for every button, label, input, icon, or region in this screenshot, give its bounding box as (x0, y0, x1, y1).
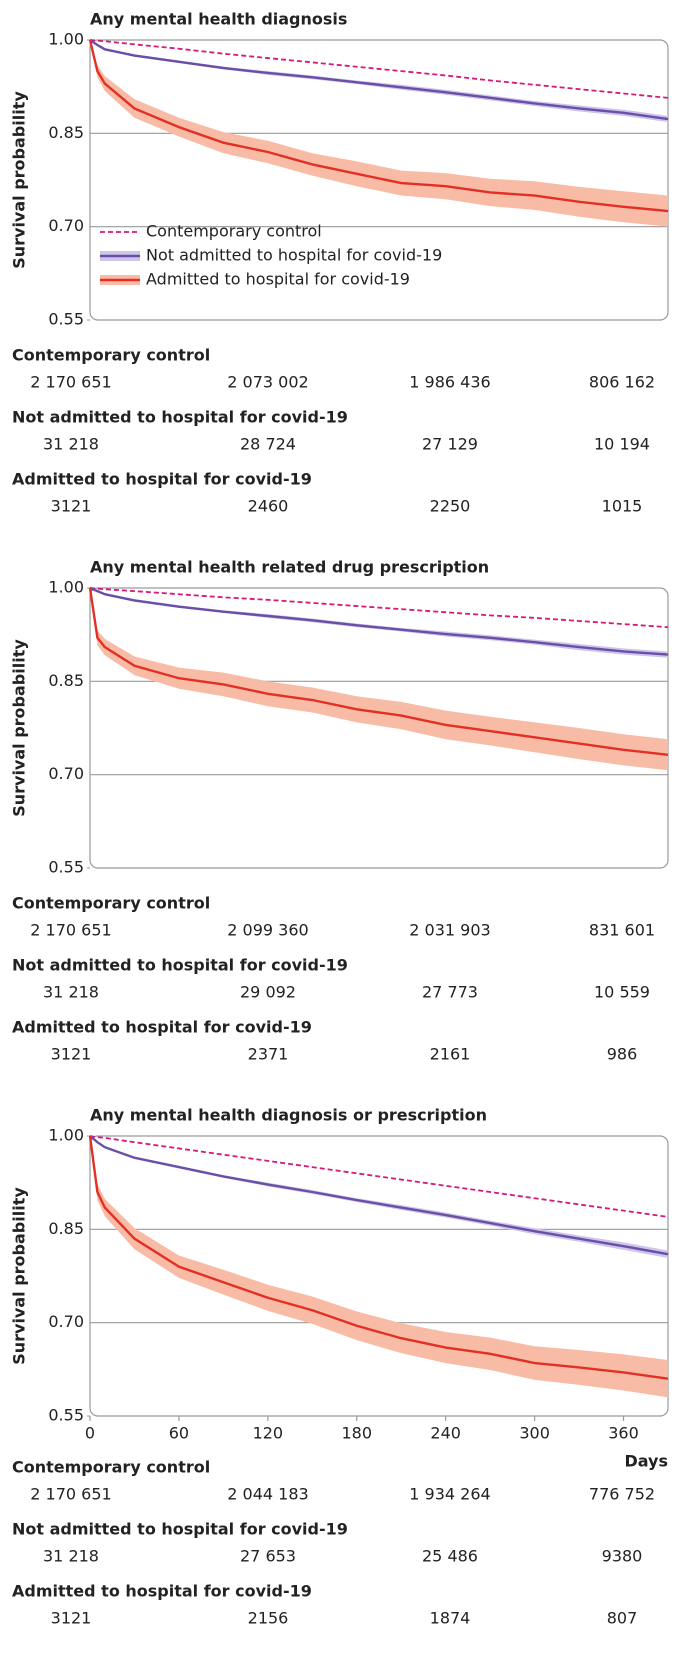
at-risk-row-label: Contemporary control (12, 346, 210, 365)
survival-line (89, 1135, 669, 1256)
at-risk-value: 1 934 264 (409, 1485, 490, 1504)
survival-line (88, 1135, 669, 1380)
x-tick-label: 240 (430, 1424, 461, 1443)
at-risk-value: 776 752 (589, 1485, 655, 1504)
at-risk-value: 2 031 903 (409, 921, 490, 940)
at-risk-value: 2 170 651 (30, 373, 111, 392)
at-risk-value: 27 773 (422, 983, 478, 1002)
at-risk-value: 986 (607, 1045, 638, 1064)
y-tick-label: 1.00 (48, 1126, 84, 1145)
at-risk-value: 2250 (430, 497, 471, 516)
at-risk-row-label: Contemporary control (12, 894, 210, 913)
at-risk-row-label: Not admitted to hospital for covid-19 (12, 956, 348, 975)
survival-line (89, 587, 669, 629)
at-risk-value: 3121 (51, 1045, 92, 1064)
at-risk-value: 10 559 (594, 983, 650, 1002)
y-tick-label: 1.00 (48, 578, 84, 597)
at-risk-value: 1 986 436 (409, 373, 490, 392)
chart-title: Any mental health diagnosis or prescript… (90, 1106, 487, 1125)
at-risk-value: 2460 (248, 497, 289, 516)
at-risk-row-label: Not admitted to hospital for covid-19 (12, 408, 348, 427)
x-axis-label: Days (624, 1452, 668, 1471)
y-tick-label: 0.55 (48, 858, 84, 877)
at-risk-value: 1874 (430, 1609, 471, 1628)
at-risk-value: 31 218 (43, 435, 99, 454)
at-risk-value: 9380 (602, 1547, 643, 1566)
y-axis-label: Survival probability (10, 91, 29, 269)
confidence-band (90, 1136, 668, 1258)
legend-label: Admitted to hospital for covid-19 (146, 270, 410, 289)
confidence-band (90, 588, 668, 771)
y-tick-label: 0.70 (48, 216, 84, 235)
y-axis-label: Survival probability (10, 1187, 29, 1365)
plot-frame (89, 1135, 669, 1417)
at-risk-row-label: Not admitted to hospital for covid-19 (12, 1520, 348, 1539)
at-risk-value: 2 099 360 (227, 921, 308, 940)
survival-line (89, 39, 669, 121)
x-tick-label: 180 (341, 1424, 372, 1443)
at-risk-value: 3121 (51, 1609, 92, 1628)
y-tick-label: 0.70 (48, 764, 84, 783)
at-risk-value: 2371 (248, 1045, 289, 1064)
y-tick-label: 0.85 (48, 123, 84, 142)
at-risk-value: 807 (607, 1609, 638, 1628)
x-tick-label: 120 (253, 1424, 284, 1443)
x-tick-label: 300 (519, 1424, 550, 1443)
at-risk-row-label: Admitted to hospital for covid-19 (12, 1582, 312, 1601)
plot-frame (89, 587, 669, 869)
x-tick-label: 0 (85, 1424, 95, 1443)
at-risk-value: 2156 (248, 1609, 289, 1628)
y-tick-label: 0.55 (48, 1406, 84, 1425)
at-risk-value: 10 194 (594, 435, 650, 454)
y-tick-label: 1.00 (48, 30, 84, 49)
at-risk-value: 2 170 651 (30, 921, 111, 940)
y-axis-label: Survival probability (10, 639, 29, 817)
at-risk-value: 2 073 002 (227, 373, 308, 392)
at-risk-value: 31 218 (43, 1547, 99, 1566)
at-risk-value: 1015 (602, 497, 643, 516)
y-tick-label: 0.85 (48, 671, 84, 690)
chart-title: Any mental health diagnosis (90, 10, 347, 29)
at-risk-value: 2161 (430, 1045, 471, 1064)
at-risk-value: 28 724 (240, 435, 296, 454)
at-risk-row-label: Admitted to hospital for covid-19 (12, 470, 312, 489)
at-risk-value: 25 486 (422, 1547, 478, 1566)
at-risk-value: 31 218 (43, 983, 99, 1002)
survival-line (88, 39, 669, 213)
at-risk-value: 2 044 183 (227, 1485, 308, 1504)
at-risk-row-label: Contemporary control (12, 1458, 210, 1477)
legend-label: Not admitted to hospital for covid-19 (146, 246, 442, 265)
y-tick-label: 0.85 (48, 1219, 84, 1238)
at-risk-value: 2 170 651 (30, 1485, 111, 1504)
at-risk-value: 29 092 (240, 983, 296, 1002)
legend-label: Contemporary control (146, 222, 322, 241)
x-tick-label: 60 (169, 1424, 189, 1443)
confidence-band (90, 40, 668, 227)
survival-line (89, 39, 669, 99)
at-risk-row-label: Admitted to hospital for covid-19 (12, 1018, 312, 1037)
at-risk-value: 27 129 (422, 435, 478, 454)
chart-title: Any mental health related drug prescript… (90, 558, 489, 577)
at-risk-value: 3121 (51, 497, 92, 516)
at-risk-value: 27 653 (240, 1547, 296, 1566)
survival-line (88, 587, 669, 756)
at-risk-value: 806 162 (589, 373, 655, 392)
y-tick-label: 0.70 (48, 1312, 84, 1331)
x-tick-label: 360 (608, 1424, 639, 1443)
at-risk-value: 831 601 (589, 921, 655, 940)
plot-frame (89, 39, 669, 321)
y-tick-label: 0.55 (48, 310, 84, 329)
survival-line (89, 586, 669, 656)
